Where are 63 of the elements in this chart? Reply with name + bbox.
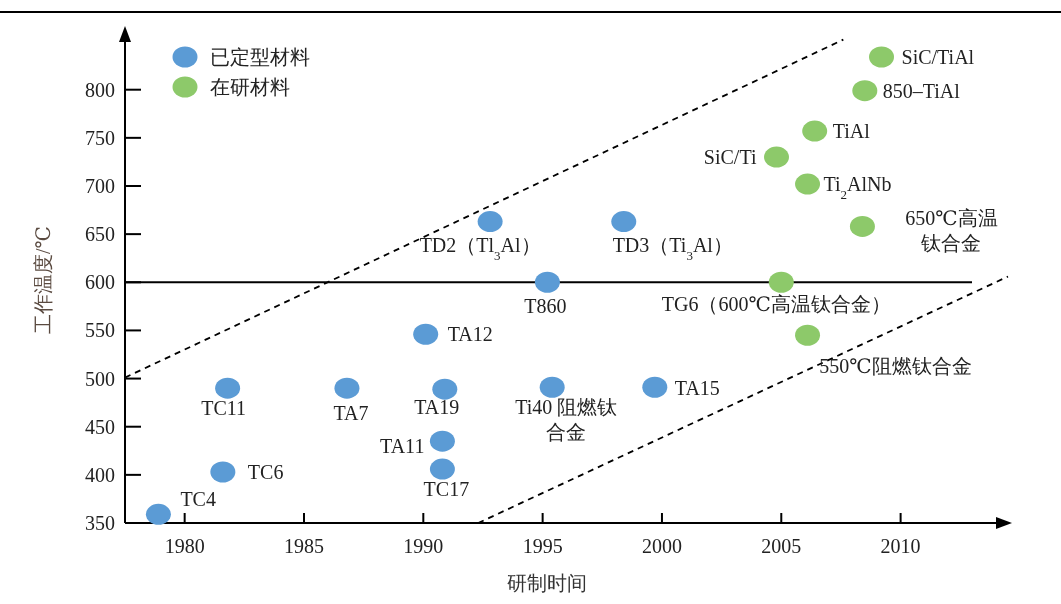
- annotation: 650℃高温钛合金: [905, 207, 998, 255]
- point: [429, 458, 455, 480]
- point: [802, 120, 828, 142]
- annotation: TA19: [414, 396, 460, 419]
- annotation: TA11: [380, 435, 425, 458]
- point: [145, 503, 171, 525]
- annotation: TC4: [180, 488, 216, 511]
- point: [795, 173, 821, 195]
- annotation: TC6: [247, 460, 284, 483]
- point: [334, 377, 360, 399]
- y-tick-label: 450: [85, 415, 115, 438]
- point: [432, 378, 458, 400]
- x-tick-label: 2005: [761, 535, 802, 557]
- y-tick-label: 750: [85, 126, 115, 149]
- y-tick-label: 500: [85, 367, 115, 390]
- annotation: TA12: [447, 323, 493, 346]
- annotation: SiC/TiAl: [901, 45, 975, 68]
- point: [642, 376, 668, 398]
- annotation: TC17: [423, 478, 470, 501]
- x-tick-label: 1995: [522, 535, 563, 557]
- y-tick-label: 800: [85, 78, 115, 101]
- legend-label: 在研材料: [210, 76, 290, 98]
- x-tick-label: 1980: [164, 535, 205, 557]
- annotation: 850–TiAl: [882, 79, 961, 102]
- point: [768, 271, 794, 293]
- annotation: T860: [524, 295, 567, 318]
- point: [477, 211, 503, 233]
- point: [764, 146, 790, 168]
- annotation: TD3（Ti$_{3}$Al）: [612, 233, 733, 263]
- y-tick-label: 600: [85, 271, 115, 294]
- point: [215, 377, 241, 399]
- annotation: TC11: [201, 397, 247, 420]
- point: [210, 461, 236, 483]
- annotation: TG6（600℃高温钛合金）: [661, 293, 891, 316]
- legend-label: 已定型材料: [210, 46, 310, 68]
- point: [611, 211, 637, 233]
- x-tick-label: 2010: [880, 535, 921, 557]
- annotation: Ti40 阻燃钛合金: [515, 396, 618, 444]
- annotation: TA15: [674, 377, 720, 400]
- annotation: SiC/Ti: [703, 146, 757, 169]
- x-axis-title: 研制时间: [506, 572, 587, 594]
- point: [413, 323, 439, 345]
- y-tick-label: 700: [85, 174, 115, 197]
- annotation: Ti$_{2}$AlNb: [823, 173, 892, 202]
- x-tick-label: 1990: [403, 535, 444, 557]
- x-tick-label: 1985: [283, 535, 324, 557]
- x-tick-label: 2000: [641, 535, 682, 557]
- y-tick-label: 400: [85, 463, 115, 486]
- point: [539, 376, 565, 398]
- y-tick-label: 550: [85, 319, 115, 342]
- point: [852, 80, 878, 102]
- point: [849, 215, 875, 237]
- annotation: TA7: [333, 402, 369, 425]
- annotation: TiAl: [832, 120, 871, 143]
- annotation: TD2（Tl$_{3}$Al）: [419, 233, 541, 263]
- point: [869, 46, 895, 68]
- point: [795, 324, 821, 346]
- point: [429, 430, 455, 452]
- y-tick-label: 650: [85, 223, 115, 246]
- y-tick-label: 350: [85, 512, 115, 534]
- point: [534, 271, 560, 293]
- y-axis-title: 工作温度/℃: [32, 226, 54, 334]
- annotation: 550℃阻燃钛合金: [819, 355, 972, 378]
